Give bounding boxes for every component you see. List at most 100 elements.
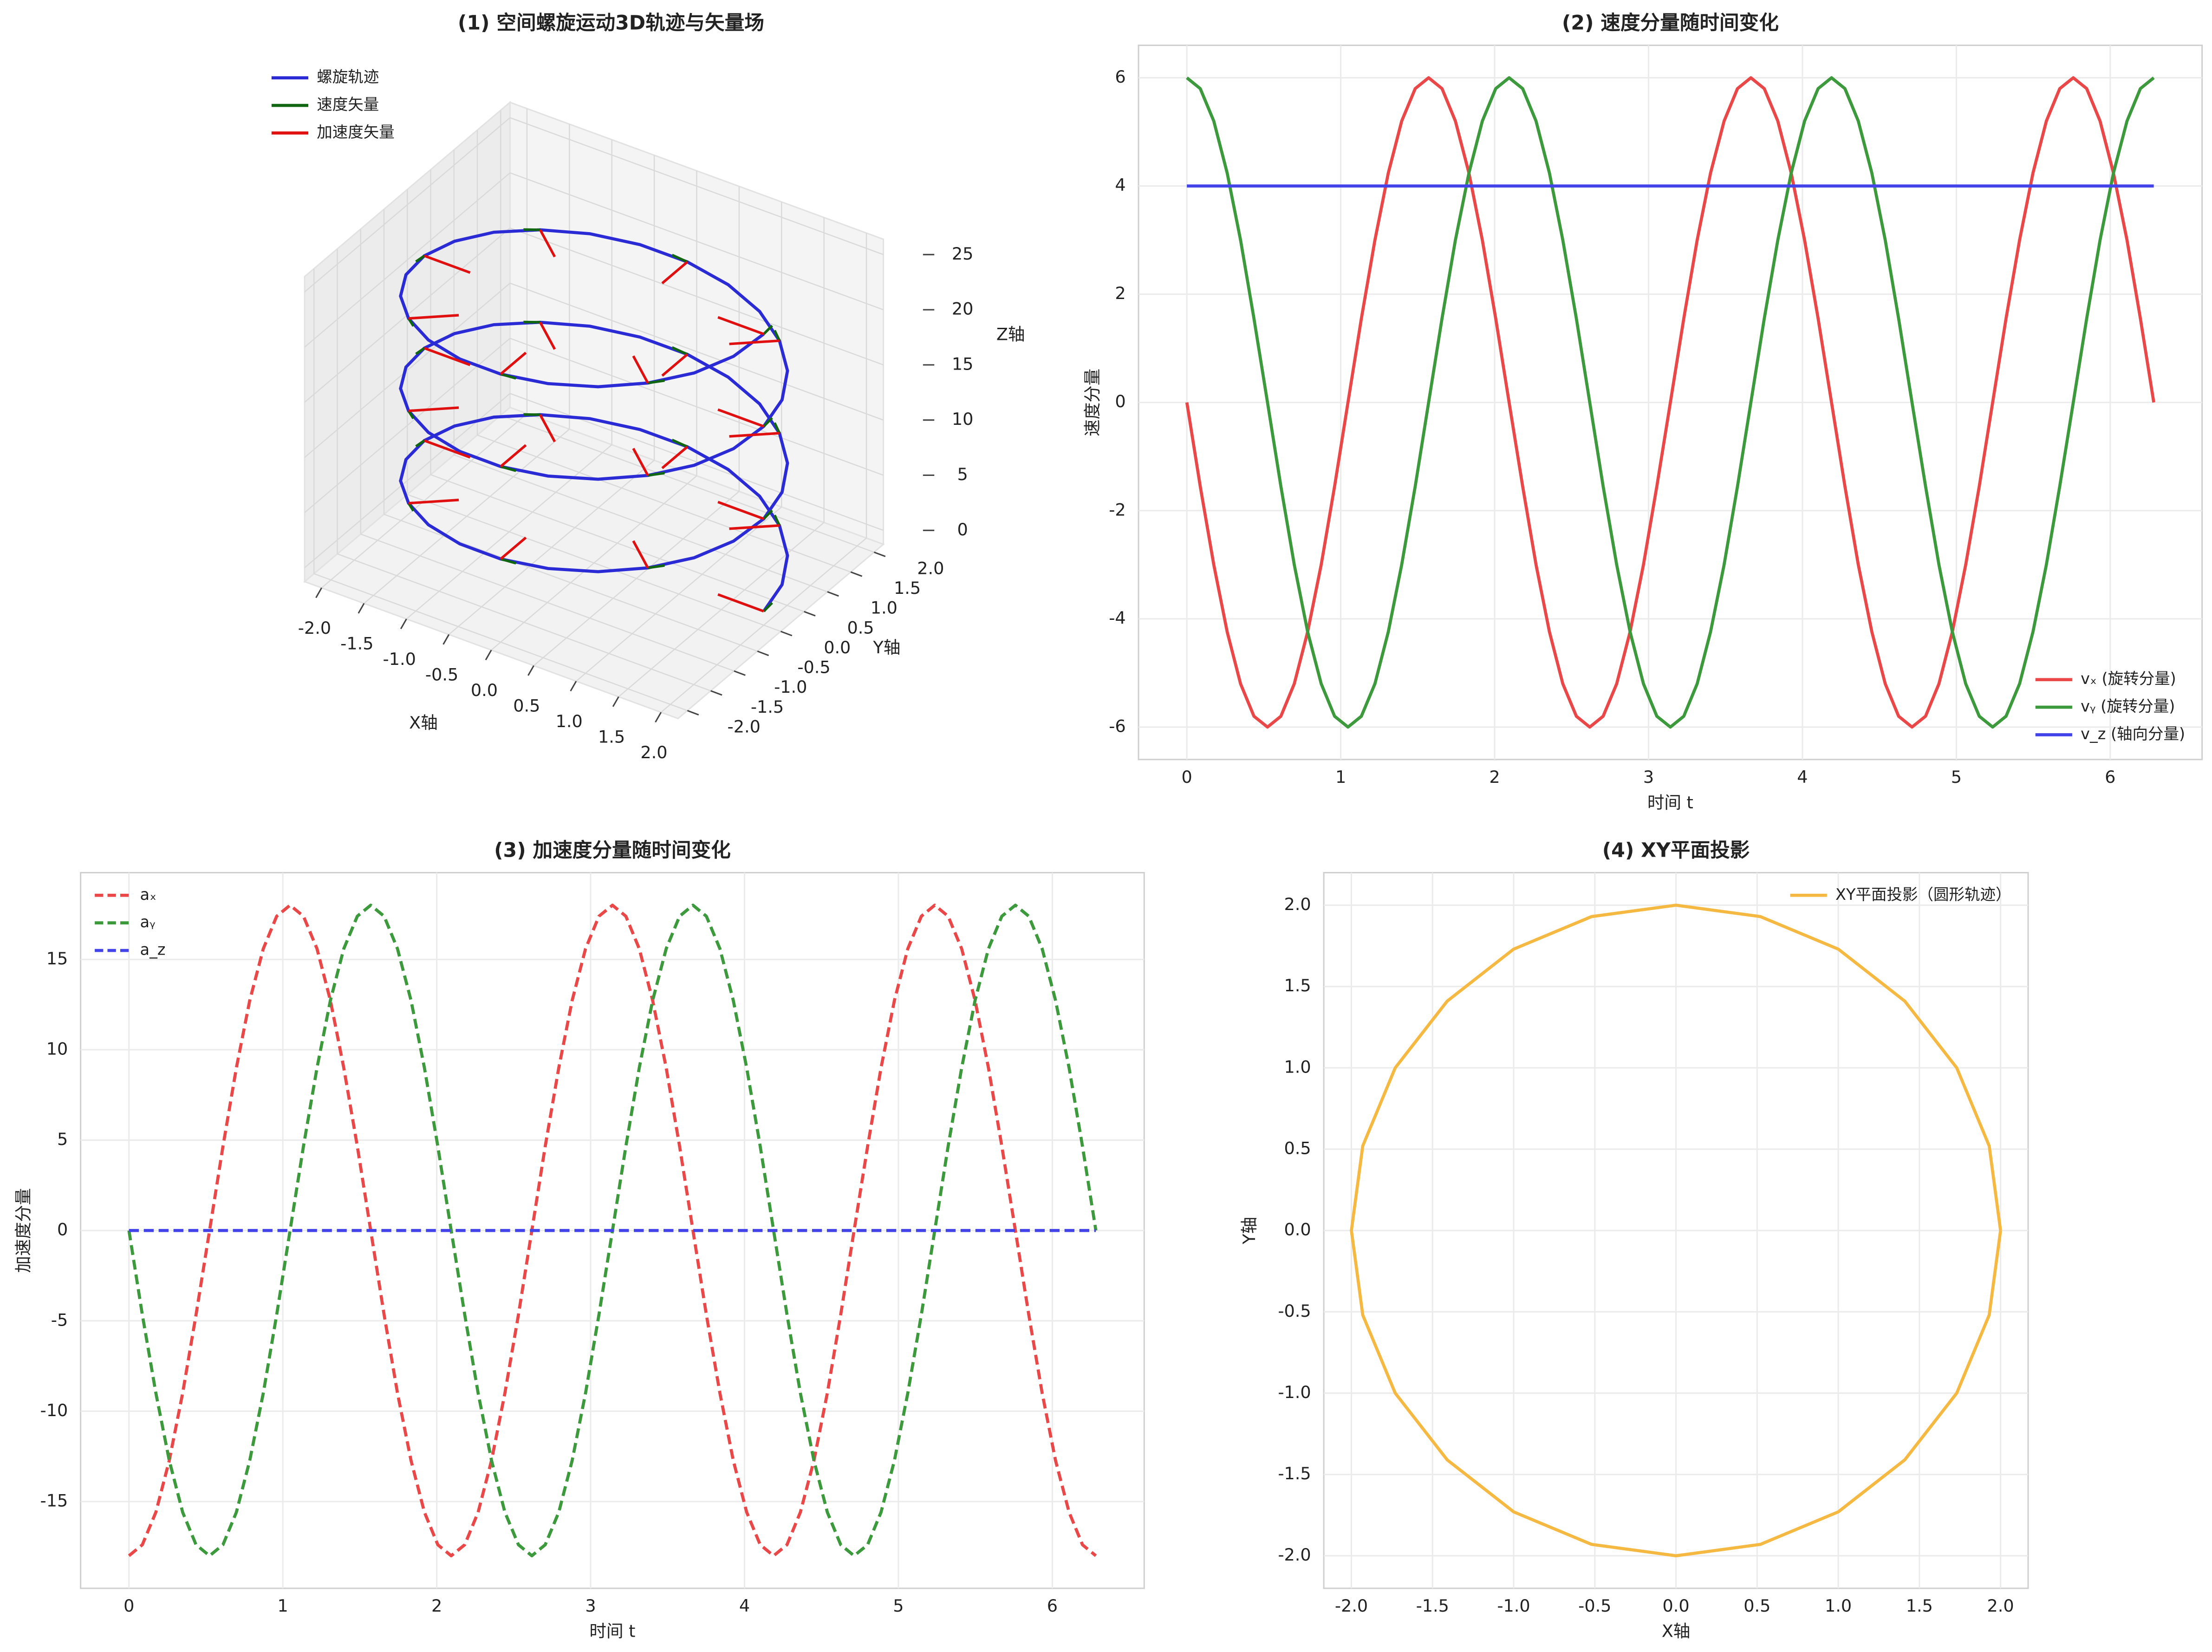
- vector: [632, 448, 649, 476]
- vector: [729, 524, 780, 530]
- vector: [671, 346, 688, 356]
- y-tick-label: -4: [1109, 608, 1126, 628]
- x-tick-label: 2: [1489, 767, 1500, 787]
- x-tick-label: 1: [278, 1596, 288, 1616]
- tick-mark: [827, 591, 839, 597]
- y-tick-label: -5: [51, 1310, 68, 1330]
- x-axis-label: 时间 t: [589, 1621, 635, 1641]
- y-tick-label: -6: [1109, 716, 1126, 736]
- y-tick-label: 0: [57, 1220, 68, 1240]
- y-axis-label: 速度分量: [1082, 369, 1102, 436]
- tick-mark: [400, 618, 407, 630]
- vector: [539, 414, 556, 442]
- y-axis-label: 加速度分量: [13, 1188, 33, 1273]
- tick-mark: [527, 665, 534, 676]
- y-tick-label: 0.0: [1284, 1220, 1311, 1240]
- y-tick-label: -2.0: [1278, 1545, 1311, 1565]
- grid-line: [509, 227, 884, 366]
- y-tick-label: -0.5: [1278, 1301, 1311, 1321]
- x-tick-label: -1.5: [340, 633, 373, 653]
- vector: [523, 320, 540, 324]
- y-tick-label: 5: [57, 1129, 68, 1149]
- grid-line: [313, 573, 688, 711]
- x-tick-label: 3: [585, 1596, 596, 1616]
- x-axis-label: X轴: [1662, 1621, 1691, 1641]
- vector: [523, 228, 540, 231]
- y-tick-label: -1.5: [751, 697, 784, 717]
- x-tick-label: 6: [2105, 767, 2115, 787]
- vector: [671, 438, 688, 448]
- vector: [647, 379, 665, 384]
- z-axis-label: Z轴: [996, 324, 1025, 344]
- series-line: [1185, 76, 2155, 729]
- grid-line: [509, 172, 884, 311]
- series-line: [1186, 76, 2155, 729]
- y-axis-label: Y轴: [1239, 1217, 1259, 1245]
- tick-mark: [873, 551, 886, 557]
- chart-title: (2) 速度分量随时间变化: [1562, 11, 1779, 34]
- grid-line: [304, 338, 511, 513]
- z-tick-label: 10: [952, 409, 974, 429]
- vector: [407, 410, 415, 419]
- legend: aₓ aᵧ a_z: [95, 885, 165, 959]
- grid-line: [360, 533, 735, 672]
- vector: [423, 439, 471, 459]
- y-tick-label: 0.5: [1284, 1138, 1311, 1158]
- vector: [408, 499, 459, 505]
- vector: [539, 321, 556, 350]
- vector: [647, 472, 665, 477]
- vector: [415, 439, 425, 448]
- vector: [500, 465, 516, 472]
- x-tick-label: 1.0: [556, 711, 583, 731]
- vector: [661, 260, 689, 285]
- x-tick-label: -1.5: [1416, 1596, 1449, 1616]
- vector: [423, 347, 471, 366]
- grid-line: [477, 434, 851, 573]
- y-tick-label: -2: [1109, 500, 1126, 520]
- tick-mark: [570, 681, 577, 692]
- vector: [408, 406, 459, 412]
- x-tick-label: -0.5: [1578, 1596, 1611, 1616]
- legend-label: aₓ: [140, 885, 156, 904]
- vector: [661, 353, 689, 377]
- tick-mark: [780, 631, 793, 637]
- chart-title: (4) XY平面投影: [1602, 839, 1750, 862]
- vector: [773, 514, 781, 526]
- vector: [407, 502, 415, 512]
- vector: [717, 316, 764, 336]
- y-tick-label: -10: [40, 1400, 68, 1420]
- y-tick-label: -1.5: [1278, 1463, 1311, 1483]
- y-tick-label: 2: [1115, 283, 1126, 303]
- legend-label: XY平面投影（圆形轨迹）: [1835, 885, 2011, 904]
- x-tick-label: 1.0: [1825, 1596, 1852, 1616]
- x-tick-label: 2: [431, 1596, 442, 1616]
- x-tick-label: 2.0: [640, 742, 667, 762]
- y-tick-label: 1.5: [1284, 976, 1311, 995]
- x-tick-label: -2.0: [298, 618, 331, 638]
- tick-mark: [710, 690, 722, 696]
- legend-label: 加速度矢量: [317, 123, 395, 141]
- series-line: [128, 904, 1097, 1558]
- x-tick-label: 3: [1643, 767, 1654, 787]
- x-tick-label: 0.0: [1662, 1596, 1689, 1616]
- x-tick-label: 5: [1951, 767, 1962, 787]
- x-tick-label: -1.0: [383, 649, 416, 669]
- legend-label: vᵧ (旋转分量): [2081, 697, 2175, 715]
- x-tick-label: 5: [893, 1596, 904, 1616]
- vector: [717, 593, 764, 613]
- y-tick-label: 4: [1115, 175, 1126, 195]
- legend-label: aᵧ: [140, 913, 156, 931]
- y-tick-label: 2.0: [917, 558, 944, 578]
- grid-line: [509, 338, 884, 476]
- x-tick-label: 0.5: [1744, 1596, 1770, 1616]
- tick-mark: [442, 634, 450, 645]
- tick-mark: [485, 650, 492, 661]
- x-tick-label: 1.5: [1906, 1596, 1933, 1616]
- vector: [632, 355, 649, 384]
- z-tick-label: 25: [952, 244, 974, 264]
- y-tick-label: 1.0: [871, 598, 898, 618]
- vector: [407, 318, 415, 327]
- tick-mark: [687, 710, 699, 716]
